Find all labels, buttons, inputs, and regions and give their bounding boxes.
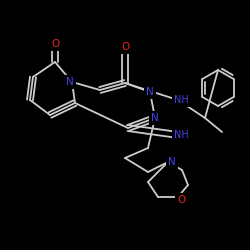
Text: N: N bbox=[66, 77, 74, 87]
Text: O: O bbox=[121, 42, 129, 52]
Text: O: O bbox=[51, 39, 59, 49]
Text: NH: NH bbox=[174, 130, 188, 140]
Text: NH: NH bbox=[174, 95, 188, 105]
Text: O: O bbox=[177, 195, 185, 205]
Text: N: N bbox=[168, 157, 176, 167]
Text: N: N bbox=[151, 113, 159, 123]
Text: N: N bbox=[146, 87, 154, 97]
